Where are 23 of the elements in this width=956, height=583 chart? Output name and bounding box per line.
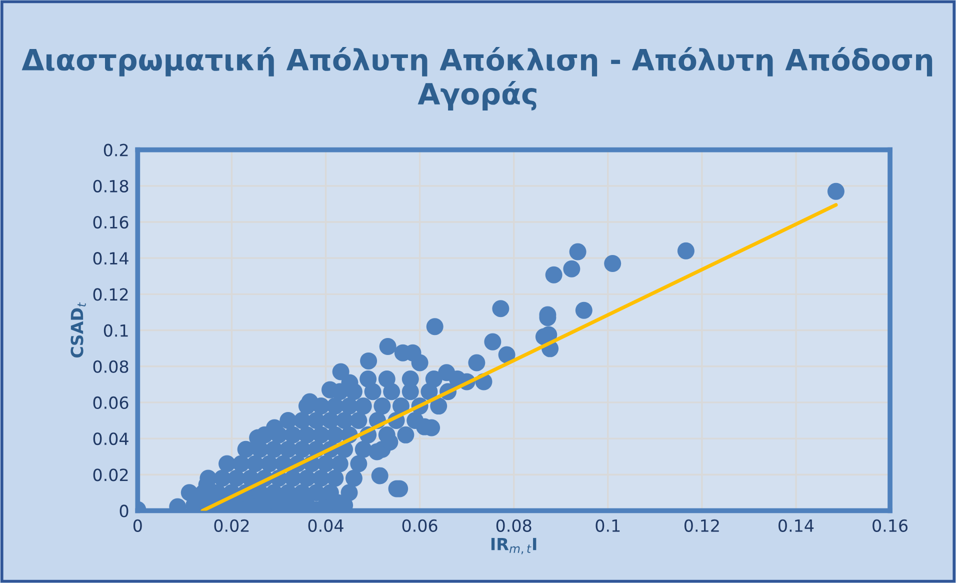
y-tick-label: 0.18 bbox=[93, 180, 128, 192]
y-tick-label: 0.14 bbox=[93, 252, 128, 265]
y-tick-label: 0.02 bbox=[93, 468, 128, 482]
x-tick-label: 0.1 bbox=[596, 519, 620, 532]
x-tick-label: 0.14 bbox=[778, 519, 814, 532]
y-tick-label: 0 bbox=[120, 504, 128, 518]
x-tick-label: 0.16 bbox=[872, 519, 908, 532]
x-tick-label: 0 bbox=[133, 519, 142, 532]
chart-title: Διαστρωματική Απόλυτη Απόκλιση - Απόλυτη Απόδοση Αγοράς bbox=[22, 46, 932, 110]
y-axis-title: CSAD$_{t}$ bbox=[70, 302, 86, 358]
y-tick-label: 0.16 bbox=[93, 216, 128, 229]
x-axis-title: IR$_{m,t}$I bbox=[491, 538, 536, 554]
x-tick-label: 0.06 bbox=[402, 519, 438, 532]
y-tick-label: 0.08 bbox=[93, 360, 128, 373]
y-tick-label: 0.1 bbox=[104, 324, 128, 337]
y-tick-label: 0.2 bbox=[104, 144, 128, 156]
x-tick-label: 0.08 bbox=[496, 519, 532, 532]
y-tick-label: 0.06 bbox=[93, 396, 128, 410]
y-tick-label: 0.04 bbox=[93, 432, 128, 446]
x-tick-label: 0.02 bbox=[214, 519, 249, 532]
x-tick-label: 0.12 bbox=[684, 519, 719, 532]
y-tick-label: 0.12 bbox=[93, 288, 128, 301]
x-tick-label: 0.04 bbox=[308, 519, 344, 532]
